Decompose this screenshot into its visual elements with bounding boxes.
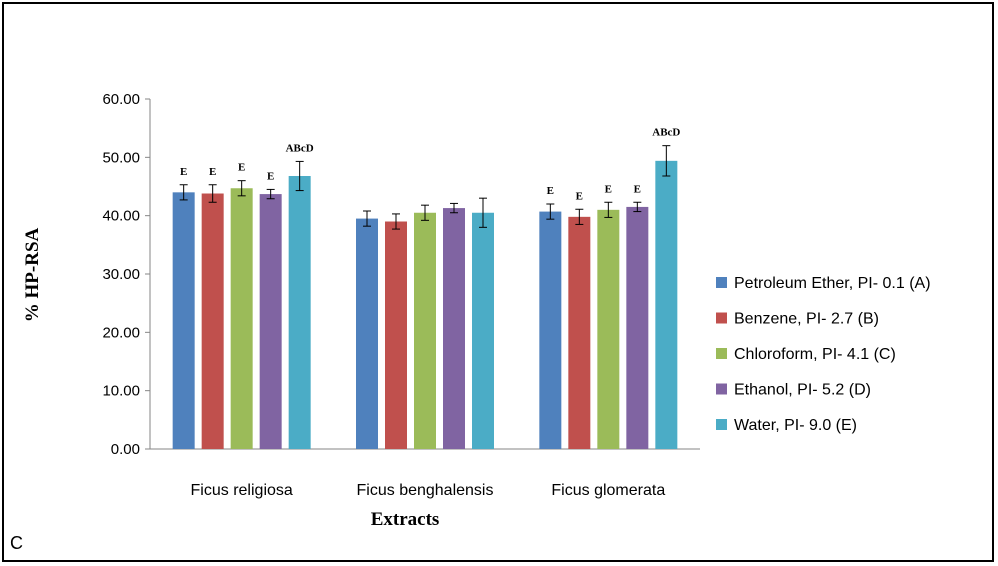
legend: Petroleum Ether, PI- 0.1 (A) Benzene, PI-… — [716, 275, 931, 434]
significance-label: ABcD — [286, 142, 314, 154]
bar — [655, 160, 678, 450]
y-tick-label: 0.00 — [111, 441, 140, 458]
legend-label: Water, PI- 9.0 (E) — [734, 417, 857, 434]
x-category-label: Ficus glomerata — [551, 482, 665, 499]
bar — [597, 209, 620, 449]
y-ticks: 0.00 10.00 20.00 30.00 40.00 50.00 60.00 — [102, 91, 150, 458]
bar — [259, 194, 282, 449]
significance-label: ABcD — [652, 127, 680, 139]
bar — [356, 218, 378, 449]
significance-label: E — [267, 170, 274, 182]
legend-label: Ethanol, PI- 5.2 (D) — [734, 382, 871, 399]
error-bars — [179, 145, 671, 230]
significance-labels: E E E E ABcD E E E E ABcD — [180, 127, 680, 203]
bar — [472, 212, 494, 449]
x-category-labels: Ficus religiosa Ficus benghalensis Ficus g… — [191, 482, 666, 499]
significance-label: E — [605, 183, 612, 195]
legend-swatch — [716, 419, 727, 430]
x-category-label: Ficus religiosa — [191, 482, 293, 499]
bar — [230, 188, 253, 449]
panel-label: C — [10, 533, 23, 553]
bar — [385, 221, 407, 449]
significance-label: E — [238, 162, 245, 174]
legend-swatch — [716, 383, 727, 395]
bar — [443, 208, 465, 449]
y-tick-label: 60.00 — [102, 91, 140, 108]
bar — [172, 192, 195, 450]
significance-label: E — [576, 190, 583, 202]
y-tick-label: 50.00 — [102, 149, 140, 166]
significance-label: E — [634, 183, 641, 195]
bar — [568, 216, 591, 449]
significance-label: E — [180, 166, 187, 178]
x-category-label: Ficus benghalensis — [357, 482, 494, 499]
legend-swatch — [716, 312, 727, 324]
x-axis-title: Extracts — [371, 509, 440, 530]
y-tick-label: 10.00 — [102, 383, 140, 400]
y-tick-label: 20.00 — [102, 324, 140, 341]
legend-label: Benzene, PI- 2.7 (B) — [734, 311, 879, 328]
significance-label: E — [547, 185, 554, 197]
y-tick-label: 40.00 — [102, 208, 140, 225]
bar — [539, 211, 562, 449]
y-tick-label: 30.00 — [102, 266, 140, 283]
bar — [288, 176, 311, 449]
y-axis-title: % HP-RSA — [22, 227, 43, 322]
legend-label: Chloroform, PI- 4.1 (C) — [734, 346, 896, 363]
bar — [414, 212, 436, 449]
bar — [626, 206, 649, 449]
significance-label: E — [209, 166, 216, 178]
legend-swatch — [716, 277, 727, 288]
bars — [172, 160, 678, 450]
legend-swatch — [716, 348, 727, 359]
bar — [201, 193, 224, 449]
legend-label: Petroleum Ether, PI- 0.1 (A) — [734, 275, 931, 292]
